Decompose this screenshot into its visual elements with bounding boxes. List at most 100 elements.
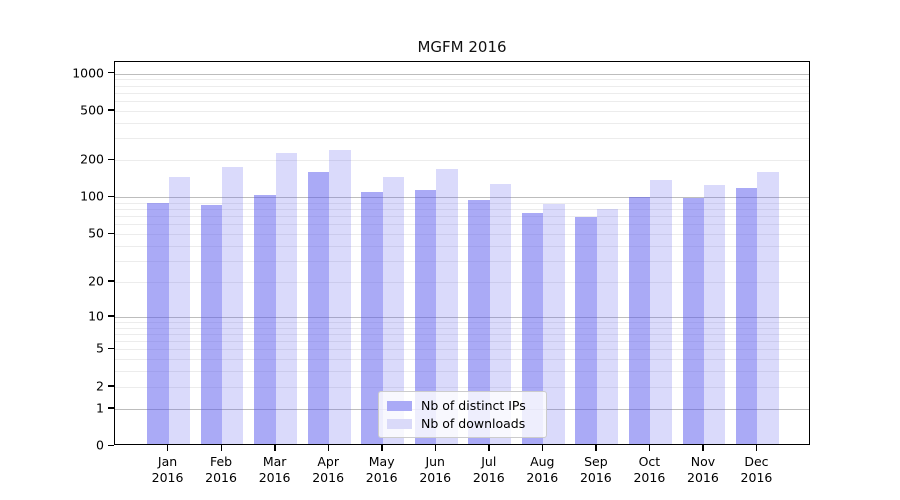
bar-downloads-aug xyxy=(543,203,565,444)
x-tick-mark xyxy=(167,445,169,451)
bar-downloads-jun xyxy=(436,169,458,444)
major-gridline xyxy=(115,197,809,199)
bar-downloads-dec xyxy=(757,172,779,444)
bar-distinct-ips-jun xyxy=(414,189,437,444)
x-tick-label-mar: Mar 2016 xyxy=(258,454,291,485)
bar-distinct-ips-apr xyxy=(307,172,330,444)
x-tick-label-sep: Sep 2016 xyxy=(579,454,612,485)
plot-area xyxy=(114,61,810,445)
y-tick-mark xyxy=(108,232,114,234)
minor-gridline xyxy=(115,386,809,388)
bar-downloads-jul xyxy=(489,184,512,444)
x-tick-mark xyxy=(434,445,437,451)
minor-gridline xyxy=(115,349,809,351)
y-tick-mark xyxy=(108,195,114,198)
minor-gridline xyxy=(115,202,809,204)
bar-downloads-sep xyxy=(596,209,619,444)
x-tick-mark xyxy=(488,445,490,451)
y-tick-mark xyxy=(108,385,114,387)
minor-gridline xyxy=(115,209,809,211)
x-tick-mark xyxy=(541,445,544,451)
bar-distinct-ips-may xyxy=(361,191,383,444)
x-tick-mark xyxy=(220,445,222,451)
minor-gridline xyxy=(115,341,809,343)
bar-distinct-ips-aug xyxy=(521,212,544,444)
major-gridline xyxy=(115,73,809,75)
x-tick-mark xyxy=(327,445,330,451)
minor-gridline xyxy=(115,79,809,81)
legend-label: Nb of distinct IPs xyxy=(421,398,526,413)
bar-downloads-nov xyxy=(703,185,726,444)
y-tick-label: 500 xyxy=(80,102,104,118)
x-tick-label-feb: Feb 2016 xyxy=(205,454,237,485)
distinct-ips-swatch xyxy=(387,400,412,411)
bar-downloads-feb xyxy=(222,166,244,444)
bar-downloads-oct xyxy=(650,179,672,444)
bar-distinct-ips-jan xyxy=(147,202,169,444)
bar-downloads-apr xyxy=(329,150,351,444)
bar-downloads-jan xyxy=(168,177,190,444)
bar-distinct-ips-sep xyxy=(575,217,597,444)
y-tick-mark xyxy=(108,407,114,409)
y-tick-label: 5 xyxy=(96,340,104,356)
legend: Nb of distinct IPs Nb of downloads xyxy=(378,391,547,438)
y-tick-label: 50 xyxy=(88,225,104,241)
bar-downloads-may xyxy=(382,177,405,444)
x-tick-label-aug: Aug 2016 xyxy=(526,454,559,485)
minor-gridline xyxy=(115,85,809,87)
y-tick-mark xyxy=(108,347,114,350)
y-tick-label: 1000 xyxy=(72,65,104,81)
x-tick-label-nov: Nov 2016 xyxy=(687,454,719,485)
minor-gridline xyxy=(115,281,809,283)
bar-distinct-ips-dec xyxy=(736,188,758,444)
minor-gridline xyxy=(115,110,809,112)
bar-distinct-ips-oct xyxy=(628,197,651,444)
bar-distinct-ips-mar xyxy=(254,195,276,444)
x-tick-mark xyxy=(274,445,276,451)
legend-item-distinct-ips: Nb of distinct IPs xyxy=(387,398,538,413)
x-tick-mark xyxy=(595,445,597,451)
legend-item-downloads: Nb of downloads xyxy=(387,416,538,431)
y-tick-mark xyxy=(108,109,114,111)
y-tick-mark xyxy=(108,280,114,282)
minor-gridline xyxy=(115,216,809,218)
bar-distinct-ips-jul xyxy=(468,199,490,444)
minor-gridline xyxy=(115,359,809,361)
minor-gridline xyxy=(115,122,809,124)
y-tick-label: 2 xyxy=(96,378,104,394)
legend-label: Nb of downloads xyxy=(421,416,526,431)
x-tick-label-jan: Jan 2016 xyxy=(151,454,184,485)
minor-gridline xyxy=(115,333,809,335)
x-tick-label-dec: Dec 2016 xyxy=(740,454,773,485)
x-tick-mark xyxy=(755,445,758,451)
x-tick-mark xyxy=(702,445,704,451)
x-tick-label-jun: Jun 2016 xyxy=(419,454,452,485)
bar-distinct-ips-feb xyxy=(200,205,223,444)
minor-gridline xyxy=(115,245,809,247)
y-tick-mark xyxy=(108,444,114,446)
y-tick-label: 0 xyxy=(96,437,104,453)
x-tick-mark xyxy=(381,445,383,451)
y-tick-label: 100 xyxy=(80,188,104,204)
x-tick-label-may: May 2016 xyxy=(365,454,398,485)
downloads-swatch xyxy=(387,418,412,429)
y-tick-mark xyxy=(108,158,114,161)
y-tick-mark xyxy=(108,72,114,74)
x-tick-label-apr: Apr 2016 xyxy=(312,454,345,485)
minor-gridline xyxy=(115,224,809,226)
minor-gridline xyxy=(115,327,809,329)
minor-gridline xyxy=(115,234,809,236)
y-tick-label: 10 xyxy=(88,308,104,324)
y-tick-mark xyxy=(108,315,114,317)
minor-gridline xyxy=(115,260,809,262)
minor-gridline xyxy=(115,321,809,323)
bar-downloads-mar xyxy=(275,153,298,444)
major-gridline xyxy=(115,316,809,318)
minor-gridline xyxy=(115,371,809,373)
y-tick-label: 200 xyxy=(80,151,104,167)
minor-gridline xyxy=(115,101,809,103)
chart-title: MGFM 2016 xyxy=(417,38,507,56)
minor-gridline xyxy=(115,160,809,162)
minor-gridline xyxy=(115,92,809,94)
